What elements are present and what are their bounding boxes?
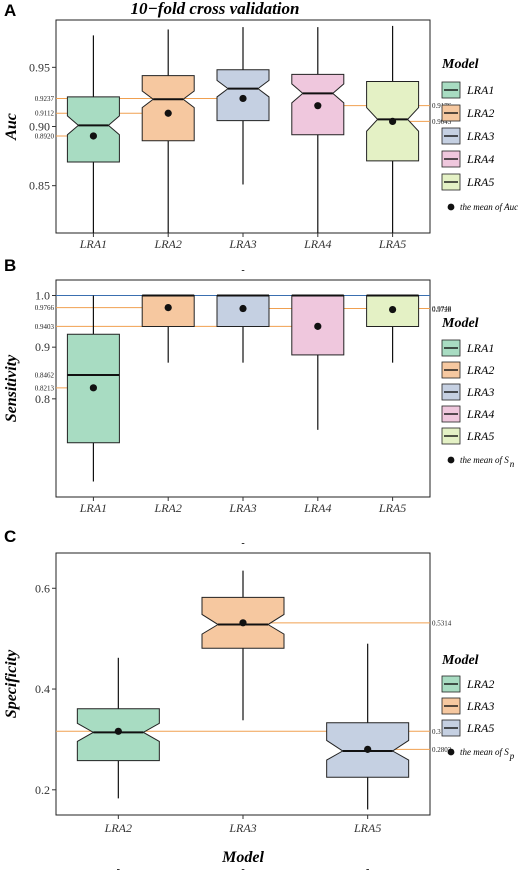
y-axis-label: Auc [3,113,20,141]
panel-top-mark: - [241,538,244,549]
box-lra1 [66,96,120,163]
mean-point [389,117,397,126]
y-tick-label: 0.95 [29,60,50,74]
panel-top-mark: - [241,265,244,276]
legend-mean-label: the mean of S [460,747,509,757]
x-tick-label: LRA3 [228,501,256,515]
median-value-label: 0.8462 [35,371,55,379]
legend-item-label: LRA3 [466,699,494,713]
panel-c: 0.20.40.60.3161LRA20.5314LRA30.2803LRA5S… [3,538,515,866]
mean-point [89,132,97,140]
x-tick-label: LRA3 [228,237,256,251]
legend-item-label: LRA2 [466,363,494,377]
mean-value-label: 0.8920 [35,132,55,140]
panel-label-b: B [4,256,16,275]
panel-label-a: A [4,1,16,20]
panel-a: 0.85 0.90 0.95 0.8920 LRA1 0.9112 LRA2 0.9237 LR… [3,19,518,251]
mean-point [164,109,172,117]
mean-point [164,303,172,312]
legend-item-label: LRA5 [466,721,494,735]
y-tick-label: 0.9 [35,340,50,354]
legend-mean-label: the mean of Auc [460,202,518,212]
legend-item-label: LRA2 [466,106,494,120]
mean-value-label: 0.9748 [432,305,452,313]
mean-point [239,619,247,627]
legend-mean-label: the mean of S [460,455,509,465]
mean-point [89,384,97,392]
legend-item-label: LRA5 [466,429,494,443]
mean-point [314,322,322,330]
legend-title: Model [441,653,479,668]
y-axis-label: Specificity [3,649,20,718]
mean-value-label: 0.9237 [35,95,55,103]
legend-mean-subscript: p [509,751,515,761]
x-tick-label: LRA5 [378,237,406,251]
legend-mean-dot [447,456,455,464]
footer-tick: - [241,864,244,874]
legend-item-label: LRA3 [466,385,494,399]
y-tick-label: 0.4 [35,682,50,696]
legend-item-label: LRA2 [466,677,494,691]
mean-value-label: 0.5314 [432,619,452,627]
y-tick-label: 0.8 [35,392,50,406]
footer-tick: - [117,864,120,874]
y-tick-label: 0.90 [29,120,50,134]
x-tick-label: LRA4 [303,237,331,251]
mean-point [364,745,372,753]
mean-point [389,305,397,314]
legend-item-label: LRA5 [466,175,494,189]
x-tick-label: LRA1 [79,237,107,251]
panel-label-c: C [4,527,16,546]
mean-value-label: 0.9112 [35,110,54,118]
mean-point [114,727,122,735]
mean-value-label: 0.9728 [432,306,452,314]
mean-point [239,304,247,313]
x-tick-label: LRA5 [378,501,406,515]
x-tick-label: LRA2 [154,237,182,251]
legend-mean-dot [447,748,455,756]
x-tick-label: LRA3 [228,821,256,835]
mean-value-label: 0.8213 [35,384,55,392]
box-lra2 [141,75,195,142]
footer-tick: - [366,864,369,874]
legend-item-label: LRA3 [466,129,494,143]
y-tick-label: 0.85 [29,179,50,193]
mean-point [239,94,247,103]
legend-mean-dot [447,203,455,211]
legend-item-label: LRA1 [466,83,494,97]
x-tick-label: LRA5 [353,821,381,835]
mean-value-label: 0.9043 [432,118,452,126]
y-tick-label: 1.0 [35,289,50,303]
x-axis-label: Model [221,849,264,866]
mean-value-label: 0.9766 [35,304,55,312]
legend-item-label: LRA1 [466,341,494,355]
figure-title: 10−fold cross validation [131,0,300,18]
mean-point [314,102,322,110]
legend-item-label: LRA4 [466,407,494,421]
x-tick-label: LRA4 [303,501,331,515]
x-tick-label: LRA2 [104,821,132,835]
legend-mean-subscript: n [510,459,515,469]
legend-item-label: LRA4 [466,152,494,166]
box-lra3 [216,295,270,327]
x-tick-label: LRA2 [154,501,182,515]
mean-value-label: 0.2803 [432,746,452,754]
y-tick-label: 0.6 [35,581,50,595]
legend-title: Model [441,57,479,72]
legend-title: Model [441,316,479,331]
y-axis-label: Sensitivity [3,354,20,422]
mean-value-label: 0.9403 [35,323,55,331]
x-tick-label: LRA1 [79,501,107,515]
panel-b: 0.8 0.9 1.0 0.8213 LRA1 0.9766 LRA2 0.9748 LRA3 0… [3,265,515,515]
y-tick-label: 0.2 [35,783,50,797]
footer-ticks: --- [117,864,370,874]
